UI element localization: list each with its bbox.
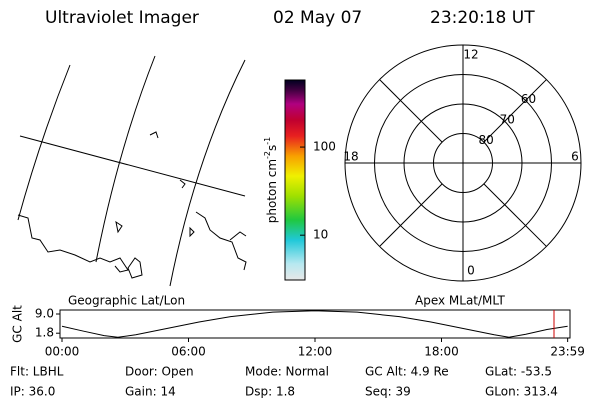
altitude-line [61, 310, 568, 338]
x-tick-label: 00:00 [45, 345, 80, 359]
mlt-label: 0 [467, 264, 475, 278]
x-tick-label: 12:00 [298, 345, 333, 359]
latitude-line [169, 59, 246, 287]
status-field: GC Alt: 4.9 Re [365, 365, 449, 379]
x-tick-label: 18:00 [424, 345, 459, 359]
label-exponent: -2 [263, 151, 272, 159]
mlt-label: 12 [463, 48, 478, 62]
y-axis-label: GC Alt [11, 305, 25, 343]
coastline [179, 179, 186, 189]
mlt-spoke [379, 79, 443, 143]
coastline [195, 211, 247, 271]
coastline [17, 214, 129, 273]
map-title: Geographic Lat/Lon [68, 294, 185, 308]
longitude-line [19, 135, 246, 197]
colorbar [284, 79, 306, 281]
latitude-ring [403, 103, 523, 223]
map-title: Apex MLat/MLT [415, 294, 505, 308]
status-field: Dsp: 1.8 [245, 385, 295, 399]
colorbar-label: photon cm-2s-1 [263, 137, 279, 224]
colorbar-tick-label: 100 [313, 140, 336, 154]
latitude-label: 80 [479, 133, 494, 147]
mlt-spoke [483, 79, 547, 143]
label-text: photon cm [265, 159, 279, 223]
label-exponent: -1 [263, 137, 272, 145]
status-field: Mode: Normal [245, 365, 329, 379]
latitude-label: 60 [521, 92, 536, 106]
status-field: Door: Open [125, 365, 194, 379]
x-tick-label: 23:59 [550, 345, 585, 359]
coastline [149, 131, 159, 139]
y-tick-label: 1.8 [35, 326, 54, 340]
label-text: s [265, 145, 279, 151]
date: 02 May 07 [273, 8, 362, 28]
latitude-ring [374, 74, 552, 252]
geographic-map [17, 55, 247, 287]
coastline [189, 226, 195, 238]
y-tick-label: 9.0 [35, 307, 54, 321]
status-field: GLon: 313.4 [485, 385, 558, 399]
mlt-spoke [379, 183, 443, 247]
latitude-line [95, 55, 156, 263]
coastline [229, 231, 247, 241]
status-field: Gain: 14 [125, 385, 176, 399]
mlt-label: 6 [571, 150, 579, 164]
latitude-ring [433, 133, 493, 193]
colorbar-tick-label: 10 [313, 228, 328, 242]
title: Ultraviolet Imager [45, 8, 199, 28]
status-field: Seq: 39 [365, 385, 411, 399]
mlt-label: 18 [343, 150, 358, 164]
mlt-spoke [483, 183, 547, 247]
plot-frame [59, 309, 571, 339]
status-field: Flt: LBHL [10, 365, 64, 379]
latitude-label: 70 [500, 112, 515, 126]
status-field: IP: 36.0 [10, 385, 55, 399]
latitude-line [17, 64, 71, 221]
coastline [127, 257, 143, 279]
x-tick-label: 06:00 [171, 345, 206, 359]
status-field: GLat: -53.5 [485, 365, 552, 379]
polar-plot: 60 70 80 0 6 12 18 [343, 44, 582, 282]
coastline [115, 220, 123, 234]
time: 23:20:18 UT [430, 8, 535, 28]
